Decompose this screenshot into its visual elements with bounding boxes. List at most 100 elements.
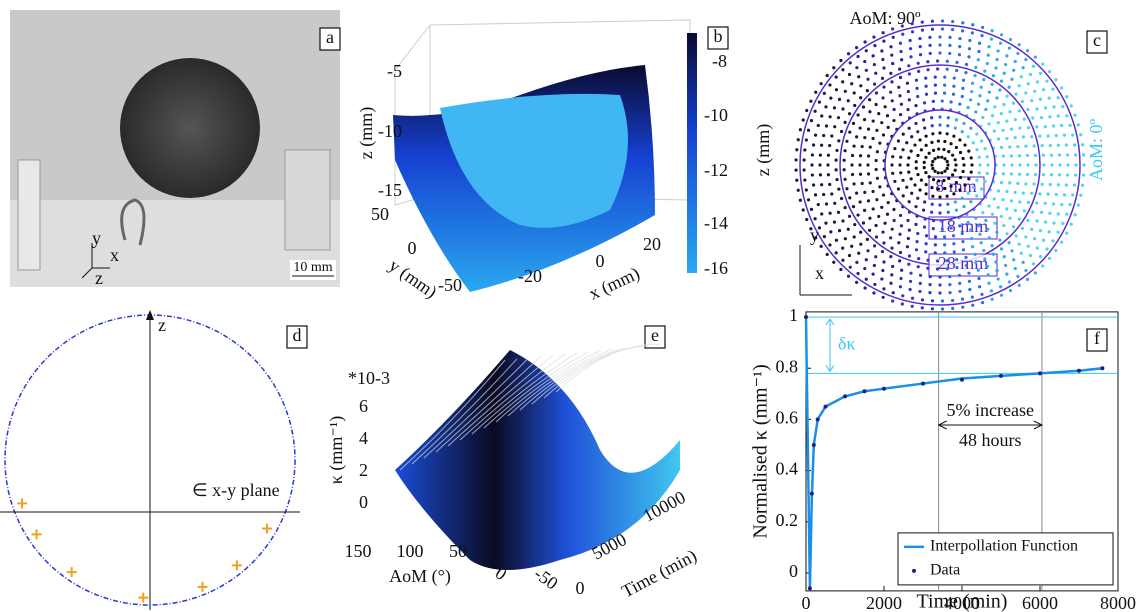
dot: [955, 266, 959, 270]
marker: [197, 581, 208, 592]
dot: [1062, 193, 1067, 197]
dot: [917, 256, 921, 261]
dot: [967, 47, 972, 51]
dot: [930, 299, 935, 303]
dot: [1033, 172, 1038, 177]
dot: [1041, 88, 1046, 92]
dot: [891, 299, 895, 303]
dot: [931, 99, 935, 103]
dot: [850, 244, 854, 248]
dot: [936, 67, 940, 71]
delta-arrow: [825, 318, 835, 373]
photo-post: [284, 149, 331, 251]
dot: [854, 280, 859, 284]
dot: [848, 196, 852, 200]
dot: [908, 279, 913, 283]
dot: [999, 111, 1003, 116]
dot: [907, 98, 911, 102]
axis-title: y (mm): [385, 255, 441, 303]
dot: [1033, 237, 1037, 241]
dot: [909, 55, 913, 59]
dot: [1012, 258, 1016, 262]
dot: [897, 241, 901, 245]
axis-title: Time (min): [618, 545, 700, 602]
dot: [1056, 212, 1060, 216]
dot: [936, 139, 940, 143]
dot: [952, 76, 956, 80]
tick-label: -20: [518, 266, 542, 286]
dot: [1026, 126, 1031, 130]
panel-a: a 10 mm y x z: [10, 10, 341, 288]
dot: [1018, 163, 1022, 167]
dot: [1017, 109, 1021, 113]
dot: [866, 163, 870, 167]
dot: [938, 283, 942, 287]
dot: [850, 82, 854, 86]
dot: [835, 177, 839, 182]
dot: [863, 266, 867, 271]
dot: [873, 282, 877, 287]
dot: [865, 89, 869, 93]
dot: [1025, 153, 1030, 158]
dot: [938, 35, 942, 39]
dot: [1010, 249, 1014, 253]
dot: [863, 40, 867, 44]
dot: [1014, 92, 1018, 96]
dot: [945, 166, 949, 171]
dot: [1056, 96, 1060, 100]
dot: [1068, 203, 1072, 207]
dot: [866, 199, 871, 203]
dot: [899, 224, 904, 228]
dot: [973, 252, 977, 256]
dot: [856, 113, 860, 117]
dot: [809, 227, 813, 231]
dot: [975, 148, 979, 152]
dot: [1039, 210, 1044, 214]
dot: [928, 274, 932, 279]
dot: [924, 234, 929, 238]
dot: [1054, 77, 1058, 82]
tick-label: 0: [596, 251, 605, 271]
dot: [910, 135, 914, 139]
dot: [843, 205, 847, 210]
dot: [924, 134, 928, 138]
dot: [882, 66, 886, 70]
dot: [980, 300, 985, 305]
dot: [943, 251, 947, 255]
dot: [1030, 191, 1034, 195]
dot: [999, 247, 1004, 251]
dot: [794, 158, 798, 162]
dot: [858, 163, 862, 167]
dot: [856, 271, 860, 276]
scale-label: 10 mm: [293, 260, 332, 275]
dot: [1005, 232, 1009, 236]
dot: [850, 153, 855, 158]
dot: [927, 175, 931, 179]
rib: [483, 351, 590, 429]
dot: [891, 171, 895, 175]
dot: [930, 202, 934, 206]
dot: [942, 147, 946, 152]
dot: [928, 35, 932, 39]
dot: [868, 145, 872, 149]
dot: [1064, 183, 1069, 187]
dot: [916, 61, 920, 65]
panel-label: d: [293, 325, 302, 345]
dot: [1005, 272, 1009, 276]
ring: [884, 109, 996, 221]
dot: [822, 234, 826, 239]
dot: [922, 225, 927, 229]
dot: [825, 252, 829, 257]
dot: [1030, 135, 1034, 139]
dot: [1056, 183, 1060, 187]
dot: [958, 138, 962, 142]
dot: [1040, 182, 1044, 186]
dot: [874, 91, 879, 95]
dot: [1022, 117, 1026, 121]
dot: [923, 126, 927, 130]
dot: [916, 196, 920, 200]
dot: [1032, 144, 1036, 148]
dot: [953, 200, 957, 204]
dot: [914, 204, 918, 209]
